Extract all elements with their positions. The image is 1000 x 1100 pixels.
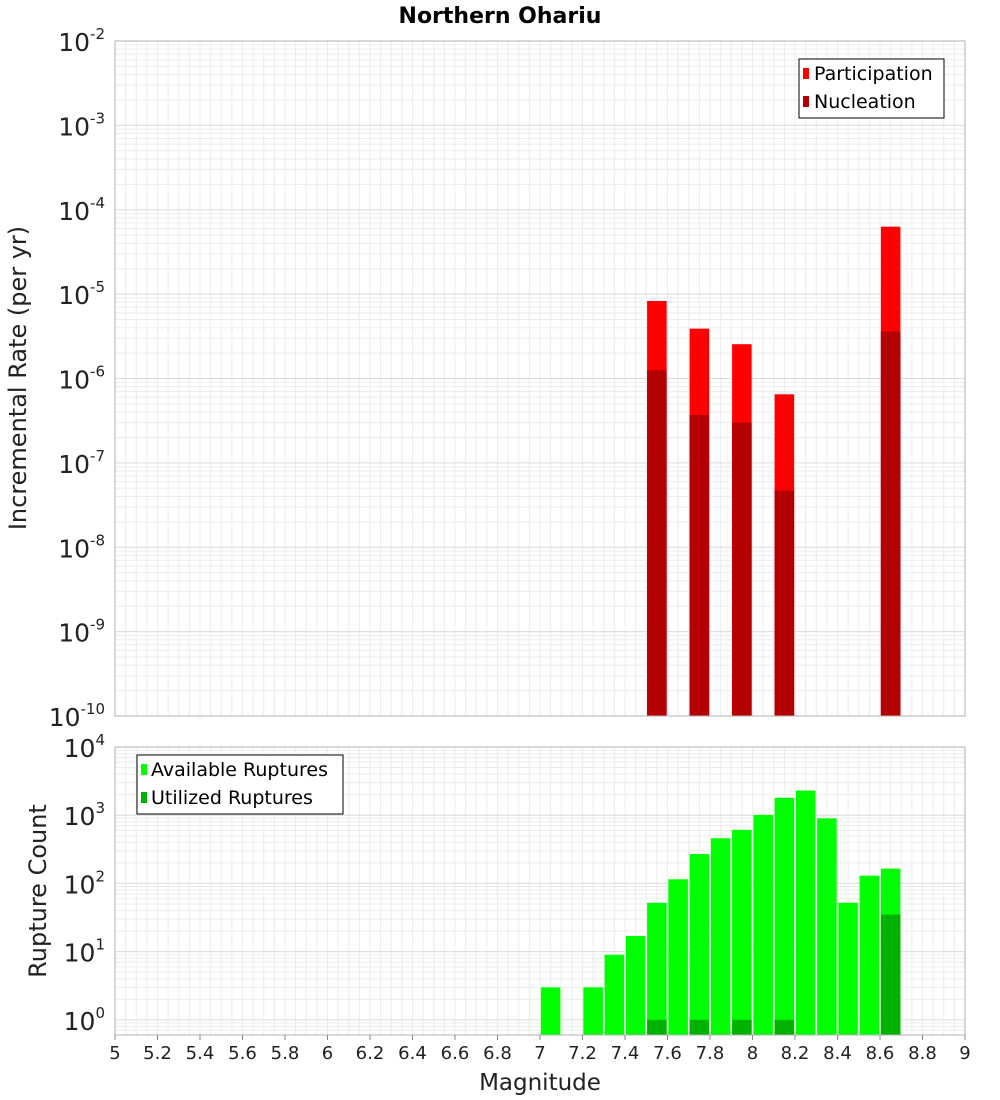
available-ruptures-legend-label: Available Ruptures: [151, 759, 328, 781]
y-tick-label: 103: [64, 799, 105, 831]
x-tick-label: 5.2: [143, 1043, 172, 1064]
x-tick-label: 6.4: [398, 1043, 427, 1064]
bar-available-ruptures: [732, 829, 752, 1035]
rate-legend: Participation Nucleation: [798, 58, 945, 119]
magnitude-tick-labels: 5 5.2 5.4 5.6 5.8 6 6.2 6.4 6.6 6.8 7 7.2 7.4 7.6 7.8 8…: [109, 1035, 971, 1064]
y-tick-label: 102: [64, 867, 105, 899]
rate-y-tick-labels: 10-10 10-9 10-8 10-7 10-6 10-5 10-4 10-3 10-2: [49, 25, 105, 732]
available-ruptures-legend-swatch: [141, 764, 147, 775]
x-axis-label: Magnitude: [479, 1070, 601, 1096]
bar-available-ruptures: [795, 790, 816, 1035]
rate-bars: [647, 226, 901, 716]
bar-utilized-ruptures: [774, 1019, 795, 1035]
rate-gridlines: [114, 40, 966, 717]
bar-available-ruptures: [710, 838, 731, 1035]
bar-available-ruptures: [604, 954, 625, 1035]
nucleation-legend-swatch: [803, 96, 809, 107]
count-legend: Available Ruptures Utilized Ruptures: [136, 754, 344, 815]
count-panel: 100 101 102 103 104 5 5.2 5.4 5.6 5.8 6 6.2 6.4 6.6 6…: [24, 731, 971, 1096]
x-tick-label: 7.2: [568, 1043, 597, 1064]
y-tick-label: 101: [64, 936, 105, 968]
y-tick-label: 10-6: [58, 363, 105, 395]
bar-available-ruptures: [583, 987, 603, 1035]
bar-nucleation: [647, 370, 667, 716]
y-tick-label: 10-5: [58, 278, 105, 310]
x-tick-label: 5: [109, 1043, 120, 1064]
x-tick-label: 7.4: [611, 1043, 640, 1064]
bar-available-ruptures: [753, 814, 773, 1035]
chart-title: Northern Ohariu: [399, 4, 602, 29]
y-tick-label: 104: [64, 731, 105, 763]
count-y-axis-label: Rupture Count: [24, 804, 52, 978]
x-tick-label: 5.6: [228, 1043, 257, 1064]
x-tick-label: 6.6: [441, 1043, 470, 1064]
x-tick-label: 6.8: [483, 1043, 512, 1064]
bar-available-ruptures: [625, 935, 646, 1035]
x-tick-label: 8.6: [866, 1043, 895, 1064]
bar-utilized-ruptures: [689, 1019, 710, 1035]
y-tick-label: 10-9: [58, 616, 105, 648]
count-y-tick-labels: 100 101 102 103 104: [64, 731, 105, 1036]
x-tick-label: 8: [747, 1043, 758, 1064]
bar-utilized-ruptures: [732, 1019, 752, 1035]
bar-nucleation: [732, 422, 752, 716]
y-tick-label: 10-8: [58, 531, 105, 563]
bar-nucleation: [689, 414, 710, 716]
x-tick-label: 5.8: [271, 1043, 300, 1064]
bar-utilized-ruptures: [880, 914, 901, 1035]
x-tick-label: 6: [322, 1043, 333, 1064]
x-tick-label: 5.4: [186, 1043, 215, 1064]
bar-available-ruptures: [647, 902, 667, 1035]
y-tick-label: 100: [64, 1004, 105, 1036]
count-bars: [540, 790, 901, 1035]
x-tick-label: 8.8: [908, 1043, 937, 1064]
x-tick-label: 9: [959, 1043, 970, 1064]
x-tick-label: 6.2: [356, 1043, 385, 1064]
y-tick-label: 10-4: [58, 194, 105, 226]
utilized-ruptures-legend-label: Utilized Ruptures: [151, 787, 313, 809]
bar-available-ruptures: [774, 797, 795, 1035]
nucleation-legend-label: Nucleation: [814, 91, 916, 113]
y-tick-label: 10-2: [58, 25, 105, 57]
bar-available-ruptures: [668, 879, 688, 1035]
x-tick-label: 7.8: [696, 1043, 725, 1064]
bar-available-ruptures: [540, 987, 561, 1035]
count-legend-box: [136, 754, 344, 815]
x-tick-label: 8.4: [823, 1043, 852, 1064]
bar-available-ruptures: [859, 875, 880, 1035]
rate-panel: 10-10 10-9 10-8 10-7 10-6 10-5 10-4 10-3 10-2 In…: [4, 25, 966, 732]
bar-nucleation: [774, 490, 795, 716]
participation-legend-label: Participation: [814, 63, 933, 85]
y-tick-label: 10-3: [58, 109, 105, 141]
x-tick-label: 7.6: [653, 1043, 682, 1064]
rate-y-axis-label: Incremental Rate (per yr): [4, 226, 32, 530]
bar-available-ruptures: [689, 854, 710, 1035]
y-tick-label: 10-10: [49, 700, 105, 732]
bar-available-ruptures: [817, 818, 837, 1035]
utilized-ruptures-legend-swatch: [141, 792, 147, 803]
y-tick-label: 10-7: [58, 447, 105, 479]
bar-nucleation: [880, 331, 901, 716]
x-tick-label: 8.2: [781, 1043, 810, 1064]
bar-available-ruptures: [838, 902, 858, 1035]
x-tick-label: 7: [534, 1043, 545, 1064]
rate-plot-border: [114, 40, 966, 717]
participation-legend-swatch: [803, 68, 809, 79]
rate-legend-box: [798, 58, 945, 119]
bar-utilized-ruptures: [647, 1019, 667, 1035]
